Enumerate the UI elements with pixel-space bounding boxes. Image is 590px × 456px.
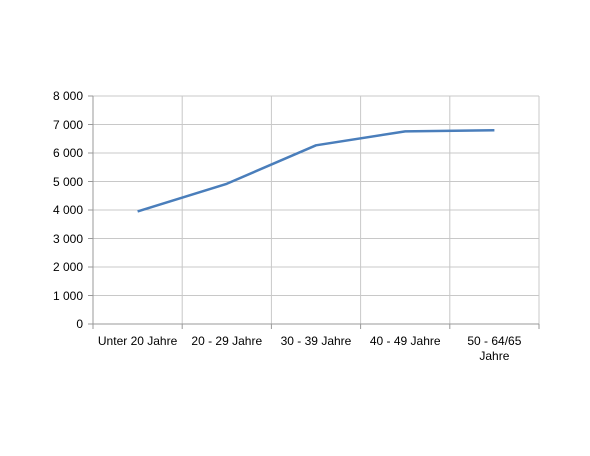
y-tick-label: 2 000 <box>52 260 83 274</box>
y-tick-label: 1 000 <box>52 288 83 303</box>
x-tick-label: 40 - 49 Jahre <box>369 334 441 348</box>
x-tick-label: 20 - 29 Jahre <box>191 334 263 348</box>
y-tick-label: 0 <box>76 317 83 331</box>
y-tick-label: 6 000 <box>52 146 83 160</box>
y-tick-label: 3 000 <box>52 231 83 246</box>
y-tick-label: 5 000 <box>52 174 83 189</box>
y-tick-label: 8 000 <box>52 89 83 103</box>
x-tick-label: 30 - 39 Jahre <box>280 334 352 348</box>
y-tick-label: 4 000 <box>52 203 83 217</box>
x-tick-label: 50 - 64/65 Jahre <box>467 334 522 363</box>
x-tick-label: Unter 20 Jahre <box>97 334 178 348</box>
line-series <box>137 128 495 213</box>
y-tick-label: 7 000 <box>52 117 83 132</box>
